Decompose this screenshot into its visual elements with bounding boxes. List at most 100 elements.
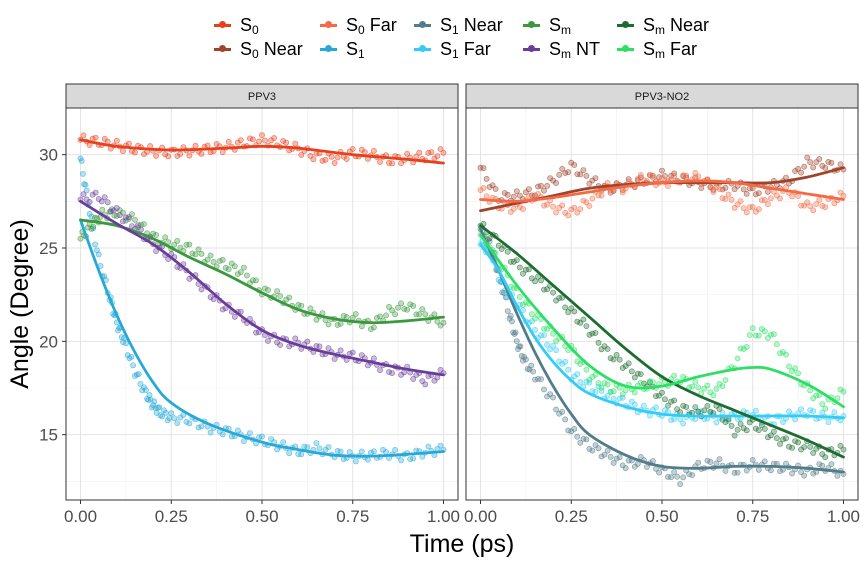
y-tick-label: 25 (39, 239, 58, 258)
data-point (768, 331, 774, 338)
data-point (749, 456, 756, 463)
data-point (622, 387, 629, 394)
data-point (486, 235, 493, 242)
data-point (516, 204, 523, 210)
data-point (550, 342, 556, 349)
data-point (529, 311, 535, 318)
data-point (653, 404, 659, 411)
data-point (683, 172, 690, 179)
data-point (659, 389, 665, 396)
data-point (571, 162, 578, 168)
data-point (792, 168, 798, 174)
data-point (761, 328, 768, 335)
data-point (831, 409, 838, 416)
data-point (695, 459, 702, 466)
legend-label: S1 Near (440, 15, 503, 37)
data-point (547, 346, 553, 353)
data-point (719, 383, 726, 389)
x-tick-label: 0.50 (645, 507, 678, 526)
data-point (722, 184, 729, 191)
data-point (234, 271, 241, 277)
data-point (166, 415, 173, 421)
data-point (523, 299, 529, 306)
data-point (577, 379, 584, 385)
data-point (544, 182, 550, 189)
data-point (810, 164, 817, 171)
data-point (689, 383, 696, 390)
data-point (535, 273, 541, 280)
data-point (650, 379, 656, 385)
data-point (837, 161, 844, 168)
data-point (722, 377, 729, 383)
data-point (616, 356, 623, 363)
data-point (337, 347, 344, 354)
data-point (325, 321, 332, 328)
data-point (532, 278, 538, 285)
data-point (389, 307, 395, 314)
data-point (725, 418, 732, 424)
data-point (92, 241, 98, 248)
data-point (216, 258, 223, 264)
data-point (804, 199, 811, 206)
data-point (174, 237, 181, 244)
data-point (509, 318, 515, 325)
data-point (174, 420, 181, 426)
y-tick-label: 20 (39, 332, 58, 351)
data-point (171, 415, 178, 422)
data-point (595, 339, 602, 346)
data-point (237, 137, 244, 143)
data-point (610, 395, 617, 402)
facet-strip (65, 83, 459, 109)
data-point (198, 150, 205, 157)
data-point (437, 322, 444, 329)
data-point (183, 418, 190, 425)
data-point (135, 222, 141, 228)
data-point (737, 198, 744, 204)
data-point (99, 206, 106, 213)
legend-point-swatch (622, 45, 629, 52)
data-point (659, 175, 665, 181)
data-point (734, 355, 741, 362)
data-point (398, 300, 404, 307)
data-point (752, 332, 759, 339)
data-point (622, 465, 629, 472)
data-point (370, 355, 377, 362)
data-point (728, 196, 735, 203)
data-point (146, 392, 153, 398)
data-point (538, 182, 544, 189)
data-point (598, 453, 605, 460)
data-point (662, 173, 668, 179)
legend-point-swatch (528, 45, 535, 52)
data-point (192, 142, 199, 149)
data-point (544, 341, 550, 348)
data-point (825, 419, 832, 426)
legend-point-swatch (419, 21, 426, 28)
data-point (280, 439, 287, 445)
facet-strip (465, 83, 859, 109)
data-point (637, 371, 644, 377)
data-point (559, 202, 566, 209)
series-Sm-line (79, 218, 445, 325)
data-point (186, 420, 193, 427)
data-point (130, 362, 136, 369)
legend-point-swatch (219, 21, 226, 28)
data-point (116, 212, 123, 219)
data-point (504, 308, 511, 314)
data-point (743, 190, 750, 197)
data-point (792, 416, 798, 423)
data-point (162, 234, 169, 241)
data-point (595, 192, 602, 199)
data-point (761, 458, 768, 465)
data-point (195, 246, 202, 253)
data-point (422, 381, 429, 388)
data-point (659, 167, 665, 174)
data-point (510, 193, 517, 200)
data-point (313, 440, 320, 446)
data-point (650, 174, 656, 181)
data-point (586, 379, 593, 386)
data-point (758, 197, 765, 204)
data-point (240, 438, 247, 445)
data-point (671, 397, 677, 404)
data-point (265, 338, 271, 344)
data-point (419, 306, 426, 313)
